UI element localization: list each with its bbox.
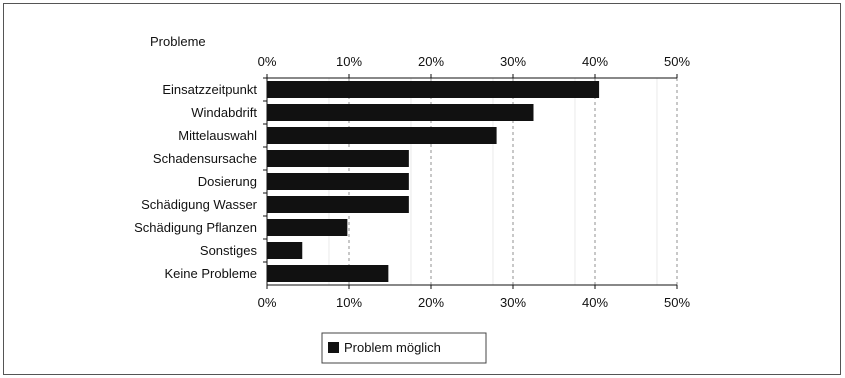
bar [267,265,389,282]
bar [267,127,497,144]
legend-swatch [328,342,339,353]
x-tick-label-top: 40% [582,54,608,69]
category-label: Schadensursache [153,151,257,166]
x-tick-label-bottom: 50% [664,295,690,310]
x-tick-label-top: 20% [418,54,444,69]
legend: Problem möglich [321,332,487,364]
chart-frame [3,3,841,375]
bar [267,150,409,167]
category-label: Sonstiges [200,243,258,258]
x-tick-label-top: 10% [336,54,362,69]
top-tick-labels: 0% 10% 20% 30% 40% 50% [258,54,691,69]
x-tick-label-top: 50% [664,54,690,69]
category-label: Schädigung Pflanzen [134,220,257,235]
x-tick-label-bottom: 20% [418,295,444,310]
y-axis-title: Probleme [150,34,206,49]
category-label: Windabdrift [191,105,257,120]
x-tick-label-top: 0% [258,54,277,69]
category-label: Keine Probleme [165,266,258,281]
category-label: Einsatzzeitpunkt [162,82,257,97]
x-tick-label-bottom: 30% [500,295,526,310]
x-tick-label-bottom: 0% [258,295,277,310]
x-tick-label-bottom: 10% [336,295,362,310]
category-label: Schädigung Wasser [141,197,258,212]
bar [267,104,534,121]
x-tick-label-bottom: 40% [582,295,608,310]
bar [267,196,409,213]
category-label: Dosierung [198,174,257,189]
axes [263,74,678,289]
bar [267,81,600,98]
category-labels: Einsatzzeitpunkt Windabdrift Mittelauswahl… [134,82,258,281]
bar [267,242,303,259]
legend-label: Problem möglich [344,340,441,355]
bars [267,81,600,282]
bar [267,219,348,236]
category-label: Mittelauswahl [178,128,257,143]
bar [267,173,409,190]
bottom-tick-labels: 0% 10% 20% 30% 40% 50% [258,295,691,310]
x-tick-label-top: 30% [500,54,526,69]
legend-box [321,332,487,364]
